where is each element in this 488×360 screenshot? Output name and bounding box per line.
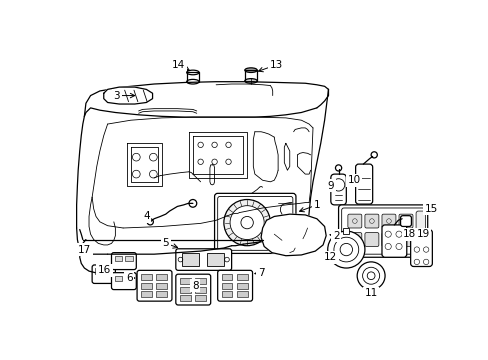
Bar bbox=[141, 283, 151, 289]
Bar bbox=[237, 274, 247, 280]
Bar bbox=[179, 295, 190, 301]
Text: 8: 8 bbox=[191, 281, 198, 291]
FancyBboxPatch shape bbox=[364, 214, 378, 228]
Text: 15: 15 bbox=[424, 204, 437, 214]
Ellipse shape bbox=[244, 78, 257, 83]
Bar bbox=[221, 274, 232, 280]
Bar bbox=[237, 283, 247, 289]
Bar bbox=[125, 256, 133, 261]
FancyBboxPatch shape bbox=[214, 193, 295, 253]
FancyBboxPatch shape bbox=[415, 211, 425, 251]
FancyBboxPatch shape bbox=[111, 273, 136, 289]
Bar bbox=[237, 291, 247, 297]
FancyBboxPatch shape bbox=[364, 233, 378, 247]
FancyBboxPatch shape bbox=[92, 265, 115, 283]
Circle shape bbox=[189, 199, 196, 207]
Ellipse shape bbox=[186, 80, 199, 84]
Bar bbox=[141, 274, 151, 280]
Bar bbox=[95, 268, 103, 274]
Text: 16: 16 bbox=[98, 265, 111, 275]
Text: 11: 11 bbox=[364, 288, 377, 298]
Text: 9: 9 bbox=[327, 181, 333, 191]
Circle shape bbox=[147, 219, 153, 225]
FancyBboxPatch shape bbox=[355, 164, 372, 204]
Text: 6: 6 bbox=[126, 273, 132, 283]
FancyBboxPatch shape bbox=[347, 214, 361, 228]
Text: 3: 3 bbox=[113, 91, 120, 100]
Circle shape bbox=[327, 231, 364, 268]
FancyBboxPatch shape bbox=[338, 205, 427, 257]
FancyBboxPatch shape bbox=[176, 249, 231, 270]
Circle shape bbox=[356, 262, 384, 289]
Bar bbox=[156, 283, 167, 289]
FancyBboxPatch shape bbox=[341, 208, 424, 254]
FancyBboxPatch shape bbox=[381, 225, 406, 257]
FancyBboxPatch shape bbox=[217, 270, 252, 301]
Text: 12: 12 bbox=[324, 252, 337, 262]
Text: 2: 2 bbox=[332, 231, 339, 241]
FancyBboxPatch shape bbox=[381, 233, 395, 247]
FancyBboxPatch shape bbox=[410, 230, 431, 266]
Bar bbox=[206, 253, 224, 266]
Bar bbox=[179, 278, 190, 284]
Polygon shape bbox=[261, 214, 325, 256]
FancyBboxPatch shape bbox=[347, 233, 361, 247]
Bar bbox=[195, 287, 205, 293]
Text: 4: 4 bbox=[143, 211, 149, 221]
Bar bbox=[114, 276, 122, 281]
Ellipse shape bbox=[244, 68, 257, 72]
Bar bbox=[114, 256, 122, 261]
FancyBboxPatch shape bbox=[381, 214, 395, 228]
Text: 14: 14 bbox=[172, 60, 185, 70]
Ellipse shape bbox=[186, 70, 199, 75]
FancyBboxPatch shape bbox=[398, 233, 412, 247]
FancyBboxPatch shape bbox=[400, 216, 410, 226]
Polygon shape bbox=[103, 87, 152, 104]
Circle shape bbox=[224, 199, 270, 246]
Text: 19: 19 bbox=[416, 229, 429, 239]
Text: 5: 5 bbox=[162, 238, 169, 248]
Bar bbox=[104, 268, 112, 274]
FancyBboxPatch shape bbox=[176, 274, 210, 305]
Text: 13: 13 bbox=[269, 60, 283, 70]
Bar bbox=[343, 228, 349, 234]
FancyBboxPatch shape bbox=[217, 197, 292, 250]
FancyBboxPatch shape bbox=[111, 253, 136, 270]
FancyBboxPatch shape bbox=[330, 174, 346, 205]
FancyBboxPatch shape bbox=[398, 214, 412, 228]
Text: 18: 18 bbox=[403, 229, 416, 239]
Bar bbox=[179, 287, 190, 293]
Text: 7: 7 bbox=[257, 267, 264, 278]
Bar bbox=[221, 283, 232, 289]
Bar bbox=[156, 291, 167, 297]
Text: 17: 17 bbox=[78, 244, 91, 255]
Text: 1: 1 bbox=[313, 200, 320, 210]
Bar bbox=[125, 276, 133, 281]
Bar bbox=[195, 295, 205, 301]
Text: 10: 10 bbox=[347, 175, 360, 185]
Bar bbox=[221, 291, 232, 297]
Circle shape bbox=[230, 206, 264, 239]
Bar bbox=[156, 274, 167, 280]
Bar bbox=[195, 278, 205, 284]
Bar bbox=[141, 291, 151, 297]
FancyBboxPatch shape bbox=[137, 270, 172, 301]
Bar bbox=[182, 253, 199, 266]
